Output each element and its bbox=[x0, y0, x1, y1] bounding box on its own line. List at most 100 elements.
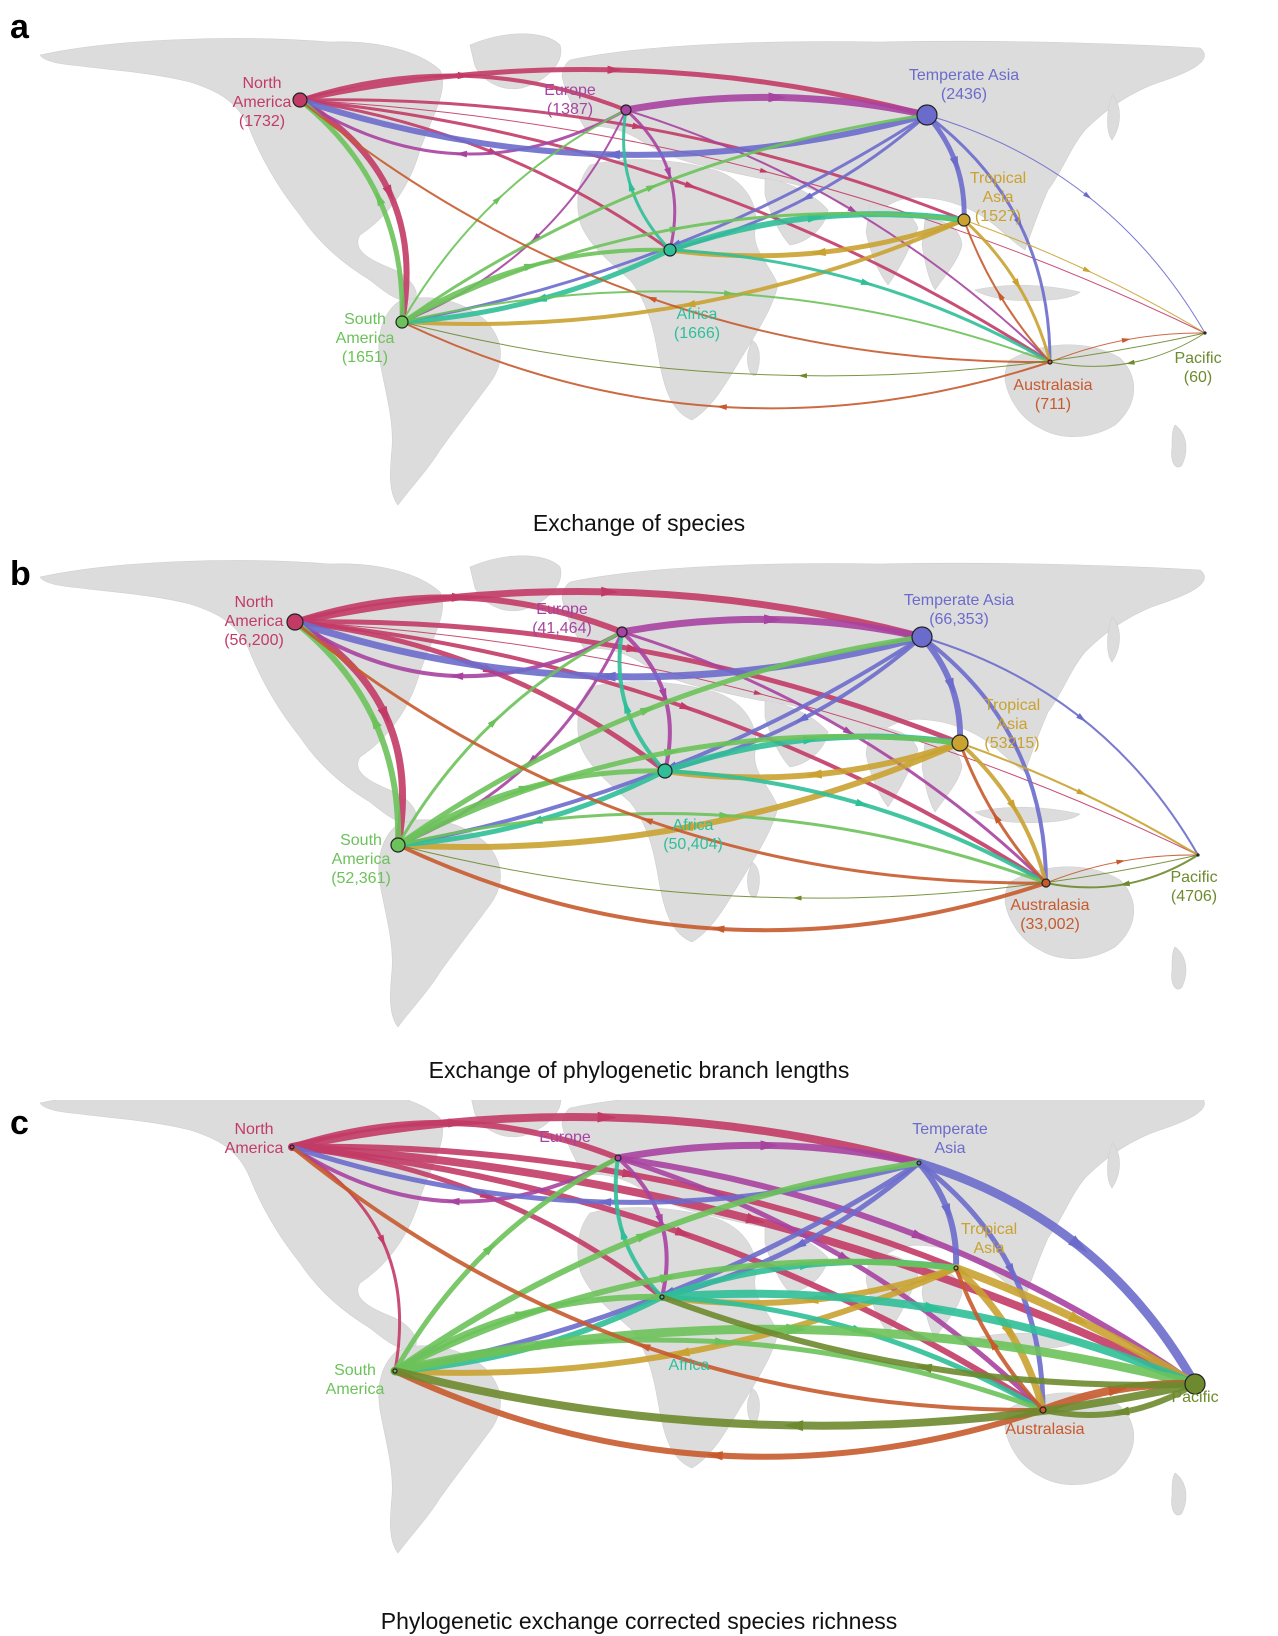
flow-arrowhead-eu-to-au bbox=[847, 205, 858, 214]
node-label-af-count: (50,404) bbox=[663, 836, 723, 853]
panel-letter-a: a bbox=[10, 8, 29, 46]
node-label-ta: Temperate Asia bbox=[912, 1120, 988, 1158]
flow-arrowhead-au-to-pa bbox=[1108, 1385, 1128, 1397]
flow-arrowhead-au-to-pa bbox=[1116, 859, 1126, 865]
node-label-tr: Tropical Asia (1527) bbox=[970, 169, 1026, 226]
flow-arrowhead-ta-to-tr bbox=[941, 1203, 951, 1221]
flow-arrowhead-ta-to-af bbox=[800, 192, 813, 201]
flow-arrowhead-af-to-tr bbox=[807, 213, 824, 223]
node-label-au-name1: Australasia bbox=[1010, 897, 1090, 914]
node-label-sa-name2: America bbox=[331, 851, 391, 868]
flow-arrowhead-tr-to-au bbox=[1011, 278, 1021, 291]
node-label-na-count: (1732) bbox=[238, 113, 286, 130]
flow-arrowhead-na-to-sa bbox=[382, 184, 394, 202]
node-label-sa-count: (52,361) bbox=[331, 870, 391, 887]
node-label-na: North America (1732) bbox=[233, 74, 292, 131]
flow-arrowhead-au-to-na bbox=[646, 296, 657, 303]
flow-arrowhead-au-to-sa bbox=[711, 925, 725, 933]
continent-new-zealand bbox=[1171, 424, 1187, 468]
node-ta bbox=[916, 1160, 922, 1166]
world-map-a bbox=[39, 33, 1207, 506]
node-label-sa-name2: America bbox=[335, 330, 395, 347]
continent-islands bbox=[974, 284, 1081, 302]
node-tr bbox=[957, 213, 971, 227]
continent-japan bbox=[1107, 616, 1120, 663]
node-sa bbox=[392, 1368, 398, 1374]
panel-letter-b: b bbox=[10, 555, 31, 593]
continent-africa bbox=[577, 159, 779, 421]
nodes-group bbox=[292, 92, 1207, 365]
flow-arrowhead-na-to-au bbox=[674, 1226, 692, 1237]
flow-arrowhead-pa-to-au bbox=[1119, 880, 1131, 887]
node-label-eu-name1: Europe bbox=[544, 82, 596, 99]
node-label-eu-name1: Europe bbox=[536, 601, 588, 618]
panel-caption-a: Exchange of species bbox=[532, 510, 746, 536]
flow-arrowhead-na-to-au bbox=[679, 701, 693, 710]
panel-caption-c: Phylogenetic exchange corrected species … bbox=[380, 1608, 898, 1634]
node-label-af-count: (1666) bbox=[673, 325, 721, 342]
flow-arrowhead-af-to-eu bbox=[623, 699, 632, 714]
node-label-sa-count: (1651) bbox=[341, 349, 389, 366]
node-eu bbox=[620, 104, 632, 116]
node-label-na: North America (56,200) bbox=[224, 593, 284, 650]
world-map-c bbox=[39, 1100, 1206, 1554]
flows-group bbox=[297, 65, 1206, 410]
node-label-au: Australasia (711) bbox=[1013, 376, 1092, 414]
flow-arrowhead-ta-to-tr bbox=[944, 677, 955, 695]
node-label-tr-name2: Asia bbox=[982, 189, 1014, 206]
flow-arrowhead-tr-to-au bbox=[1007, 799, 1018, 813]
flow-arrowhead-af-to-eu bbox=[628, 179, 636, 192]
flow-arrowhead-pa-to-af bbox=[915, 1363, 933, 1373]
flow-arrowhead-ta-to-au bbox=[1008, 737, 1018, 751]
node-eu bbox=[616, 626, 628, 638]
flow-arrowhead-au-to-tr bbox=[988, 1337, 999, 1351]
node-pa bbox=[1203, 331, 1207, 335]
flow-arrowhead-pa-to-au bbox=[1125, 359, 1135, 365]
continent-madagascar bbox=[747, 339, 760, 376]
node-label-eu-name1: Europe bbox=[539, 1129, 591, 1146]
node-label-ta-name2: Asia bbox=[934, 1140, 966, 1157]
flow-arrowhead-sa-to-eu bbox=[492, 195, 503, 205]
flow-arrowhead-af-to-eu bbox=[620, 1226, 629, 1241]
continent-japan bbox=[1107, 1142, 1120, 1189]
flows-group bbox=[291, 586, 1199, 933]
flow-arrowhead-tr-to-sa bbox=[676, 821, 694, 831]
node-label-ta-count: (2436) bbox=[940, 86, 988, 103]
node-label-au-name1: Australasia bbox=[1013, 377, 1093, 394]
continent-australia bbox=[1004, 866, 1134, 959]
node-pa bbox=[1196, 853, 1200, 857]
node-label-pa-count: (60) bbox=[1183, 369, 1213, 386]
flow-arrowhead-tr-to-af bbox=[810, 247, 827, 257]
flow-arrowhead-eu-to-af bbox=[655, 1213, 664, 1228]
node-au bbox=[1041, 878, 1051, 888]
node-label-au: Australasia (33,002) bbox=[1010, 896, 1089, 934]
flow-arrowhead-tr-to-sa bbox=[682, 299, 696, 308]
flow-arrowhead-sa-to-eu bbox=[482, 1242, 497, 1256]
panel-caption-b: Exchange of phylogenetic branch lengths bbox=[428, 1057, 850, 1083]
node-pa bbox=[1184, 1373, 1206, 1395]
panel-c: c Phylogenetic exchange corrected specie… bbox=[0, 1100, 1278, 1636]
continent-south-america bbox=[378, 297, 501, 506]
flow-arrowhead-tr-to-pa bbox=[1082, 266, 1092, 273]
flow-arrowhead-na-to-eu bbox=[451, 592, 469, 602]
node-label-na-name2: America bbox=[232, 94, 292, 111]
node-label-ta: Temperate Asia (2436) bbox=[909, 66, 1019, 104]
flow-arrowhead-sa-to-tr bbox=[669, 226, 682, 234]
flow-arrowhead-ta-to-na bbox=[603, 150, 621, 160]
node-label-sa-name1: South bbox=[334, 1362, 376, 1379]
node-af bbox=[659, 1294, 665, 1300]
flow-arrowhead-na-to-pa bbox=[759, 167, 769, 173]
flow-arrowhead-tr-to-pa bbox=[1076, 788, 1087, 796]
node-label-na-name1: North bbox=[242, 75, 282, 92]
node-label-pa-name1: Pacific bbox=[1171, 1389, 1219, 1406]
node-label-au-name1: Australasia bbox=[1005, 1421, 1085, 1438]
flow-arrowhead-au-to-tr bbox=[996, 290, 1005, 301]
flow-arrowhead-sa-to-eu bbox=[487, 717, 499, 728]
node-label-sa-name2: America bbox=[325, 1381, 385, 1398]
node-label-pa: Pacific (60) bbox=[1174, 349, 1221, 387]
flow-arrowhead-au-to-sa bbox=[706, 1451, 723, 1461]
landmass-group bbox=[39, 33, 1205, 506]
node-label-af: Africa (1666) bbox=[674, 305, 720, 343]
flow-arrowhead-na-to-ta bbox=[601, 586, 619, 597]
flow-arrowhead-ta-to-af bbox=[795, 713, 809, 723]
